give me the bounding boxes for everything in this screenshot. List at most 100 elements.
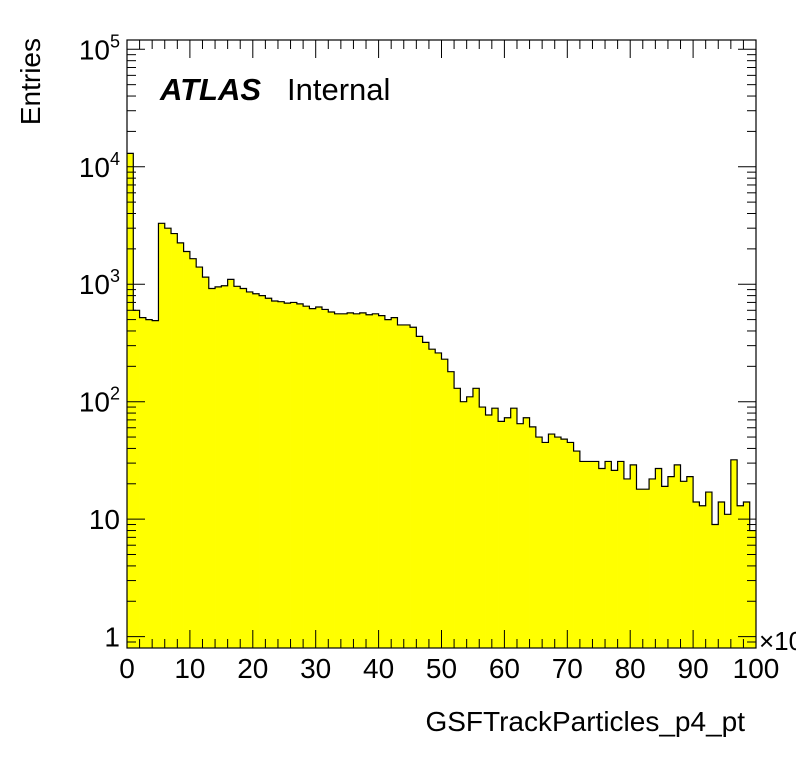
histogram-bin bbox=[384, 319, 392, 648]
histogram-bin bbox=[680, 481, 688, 648]
histogram-bin bbox=[397, 324, 405, 648]
histogram-bin bbox=[472, 388, 480, 648]
histogram-bin bbox=[592, 461, 600, 648]
histogram-bin bbox=[441, 359, 449, 648]
histogram-bin bbox=[573, 451, 581, 648]
histogram-bin bbox=[391, 317, 398, 648]
histogram-bin bbox=[491, 408, 499, 648]
histogram-bin bbox=[145, 319, 153, 648]
histogram-bin bbox=[548, 434, 556, 648]
x-tick-label: 20 bbox=[237, 653, 268, 684]
y-tick-label: 10 bbox=[89, 504, 120, 535]
histogram-bin bbox=[202, 277, 210, 648]
histogram-bin bbox=[636, 489, 644, 648]
histogram-bin bbox=[724, 514, 732, 648]
histogram-bin bbox=[353, 313, 361, 648]
x-tick-label: 60 bbox=[489, 653, 520, 684]
histogram-bin bbox=[454, 388, 461, 648]
histogram-bin bbox=[718, 501, 725, 648]
y-tick-label: 103 bbox=[79, 266, 120, 300]
histogram-bin bbox=[378, 315, 386, 648]
histogram-bin bbox=[315, 306, 323, 648]
x-tick-label: 0 bbox=[119, 653, 135, 684]
histogram-bin bbox=[164, 228, 172, 648]
histogram-bin bbox=[366, 314, 373, 648]
histogram-bin bbox=[504, 417, 512, 648]
histogram-bin bbox=[271, 300, 279, 648]
y-axis-title: Entries bbox=[15, 38, 46, 125]
histogram-bin bbox=[240, 288, 247, 648]
histogram-bin bbox=[152, 320, 159, 648]
histogram-bin bbox=[655, 468, 662, 648]
axis-ticks bbox=[126, 40, 757, 649]
histogram-bin bbox=[542, 442, 549, 648]
histogram-bin bbox=[649, 478, 656, 648]
histogram-bin bbox=[460, 401, 468, 648]
histogram-bin bbox=[661, 486, 669, 648]
histogram-bin bbox=[422, 342, 430, 648]
histogram-bin bbox=[284, 303, 291, 648]
x-tick-label: 30 bbox=[300, 653, 331, 684]
histogram-bin bbox=[410, 327, 417, 648]
histogram-bin bbox=[586, 461, 593, 648]
histogram-bin bbox=[611, 470, 618, 648]
histogram-bin bbox=[554, 437, 562, 648]
histogram-bin bbox=[579, 461, 587, 648]
histogram-bin bbox=[730, 459, 738, 648]
histogram-bin bbox=[561, 439, 568, 648]
histogram-bin bbox=[516, 423, 524, 648]
histogram-bin bbox=[567, 442, 574, 648]
x-tick-label: 80 bbox=[615, 653, 646, 684]
x-tick-label: 50 bbox=[426, 653, 457, 684]
histogram-bin bbox=[699, 505, 707, 648]
histogram-bin bbox=[309, 308, 317, 648]
x-tick-label: 100 bbox=[733, 653, 780, 684]
histogram-bin bbox=[328, 312, 335, 648]
histogram-outline bbox=[127, 152, 756, 532]
histogram-bin bbox=[340, 313, 348, 648]
x-axis-title: GSFTrackParticles_p4_pt bbox=[425, 706, 745, 737]
histogram-bin bbox=[479, 407, 486, 648]
histogram-bin bbox=[296, 303, 304, 648]
histogram-bin bbox=[485, 415, 493, 648]
x-tick-label: 90 bbox=[678, 653, 709, 684]
internal-label: Internal bbox=[287, 72, 390, 107]
histogram-bin bbox=[705, 492, 713, 648]
x-tick-label: 70 bbox=[552, 653, 583, 684]
histogram-bin bbox=[605, 461, 612, 648]
histogram-bin bbox=[693, 501, 700, 648]
histogram-bin bbox=[139, 317, 147, 648]
histogram-bin bbox=[447, 371, 455, 648]
histogram-bin bbox=[598, 468, 606, 648]
histogram-bin bbox=[221, 285, 228, 648]
histogram-bin bbox=[215, 286, 222, 648]
y-tick-label: 1 bbox=[104, 622, 120, 653]
histogram-bin bbox=[347, 312, 354, 648]
histogram-bin bbox=[227, 279, 235, 648]
histogram-bin bbox=[265, 298, 273, 648]
histogram-bin bbox=[686, 476, 694, 648]
histogram-bin bbox=[435, 352, 442, 648]
histogram-bin bbox=[359, 312, 367, 648]
histogram-bin bbox=[617, 461, 625, 648]
histogram-bin bbox=[303, 306, 310, 648]
histogram-bin bbox=[510, 408, 518, 648]
histogram-bin bbox=[667, 476, 675, 648]
histogram-bin bbox=[233, 286, 241, 648]
histogram-bin bbox=[623, 478, 631, 648]
histogram-bin bbox=[630, 464, 637, 648]
histogram-bin bbox=[674, 464, 681, 648]
histogram-bin bbox=[196, 267, 203, 648]
histogram-bin bbox=[334, 313, 342, 648]
histogram-bin bbox=[321, 309, 329, 648]
histogram-bin bbox=[372, 313, 379, 648]
histogram-bin bbox=[523, 417, 530, 648]
histogram-bin bbox=[529, 426, 537, 648]
histogram-bin bbox=[133, 310, 140, 648]
x-tick-label: 40 bbox=[363, 653, 394, 684]
histogram-bin bbox=[208, 288, 216, 648]
histogram-bin bbox=[127, 153, 134, 648]
histogram-bin bbox=[158, 223, 166, 648]
